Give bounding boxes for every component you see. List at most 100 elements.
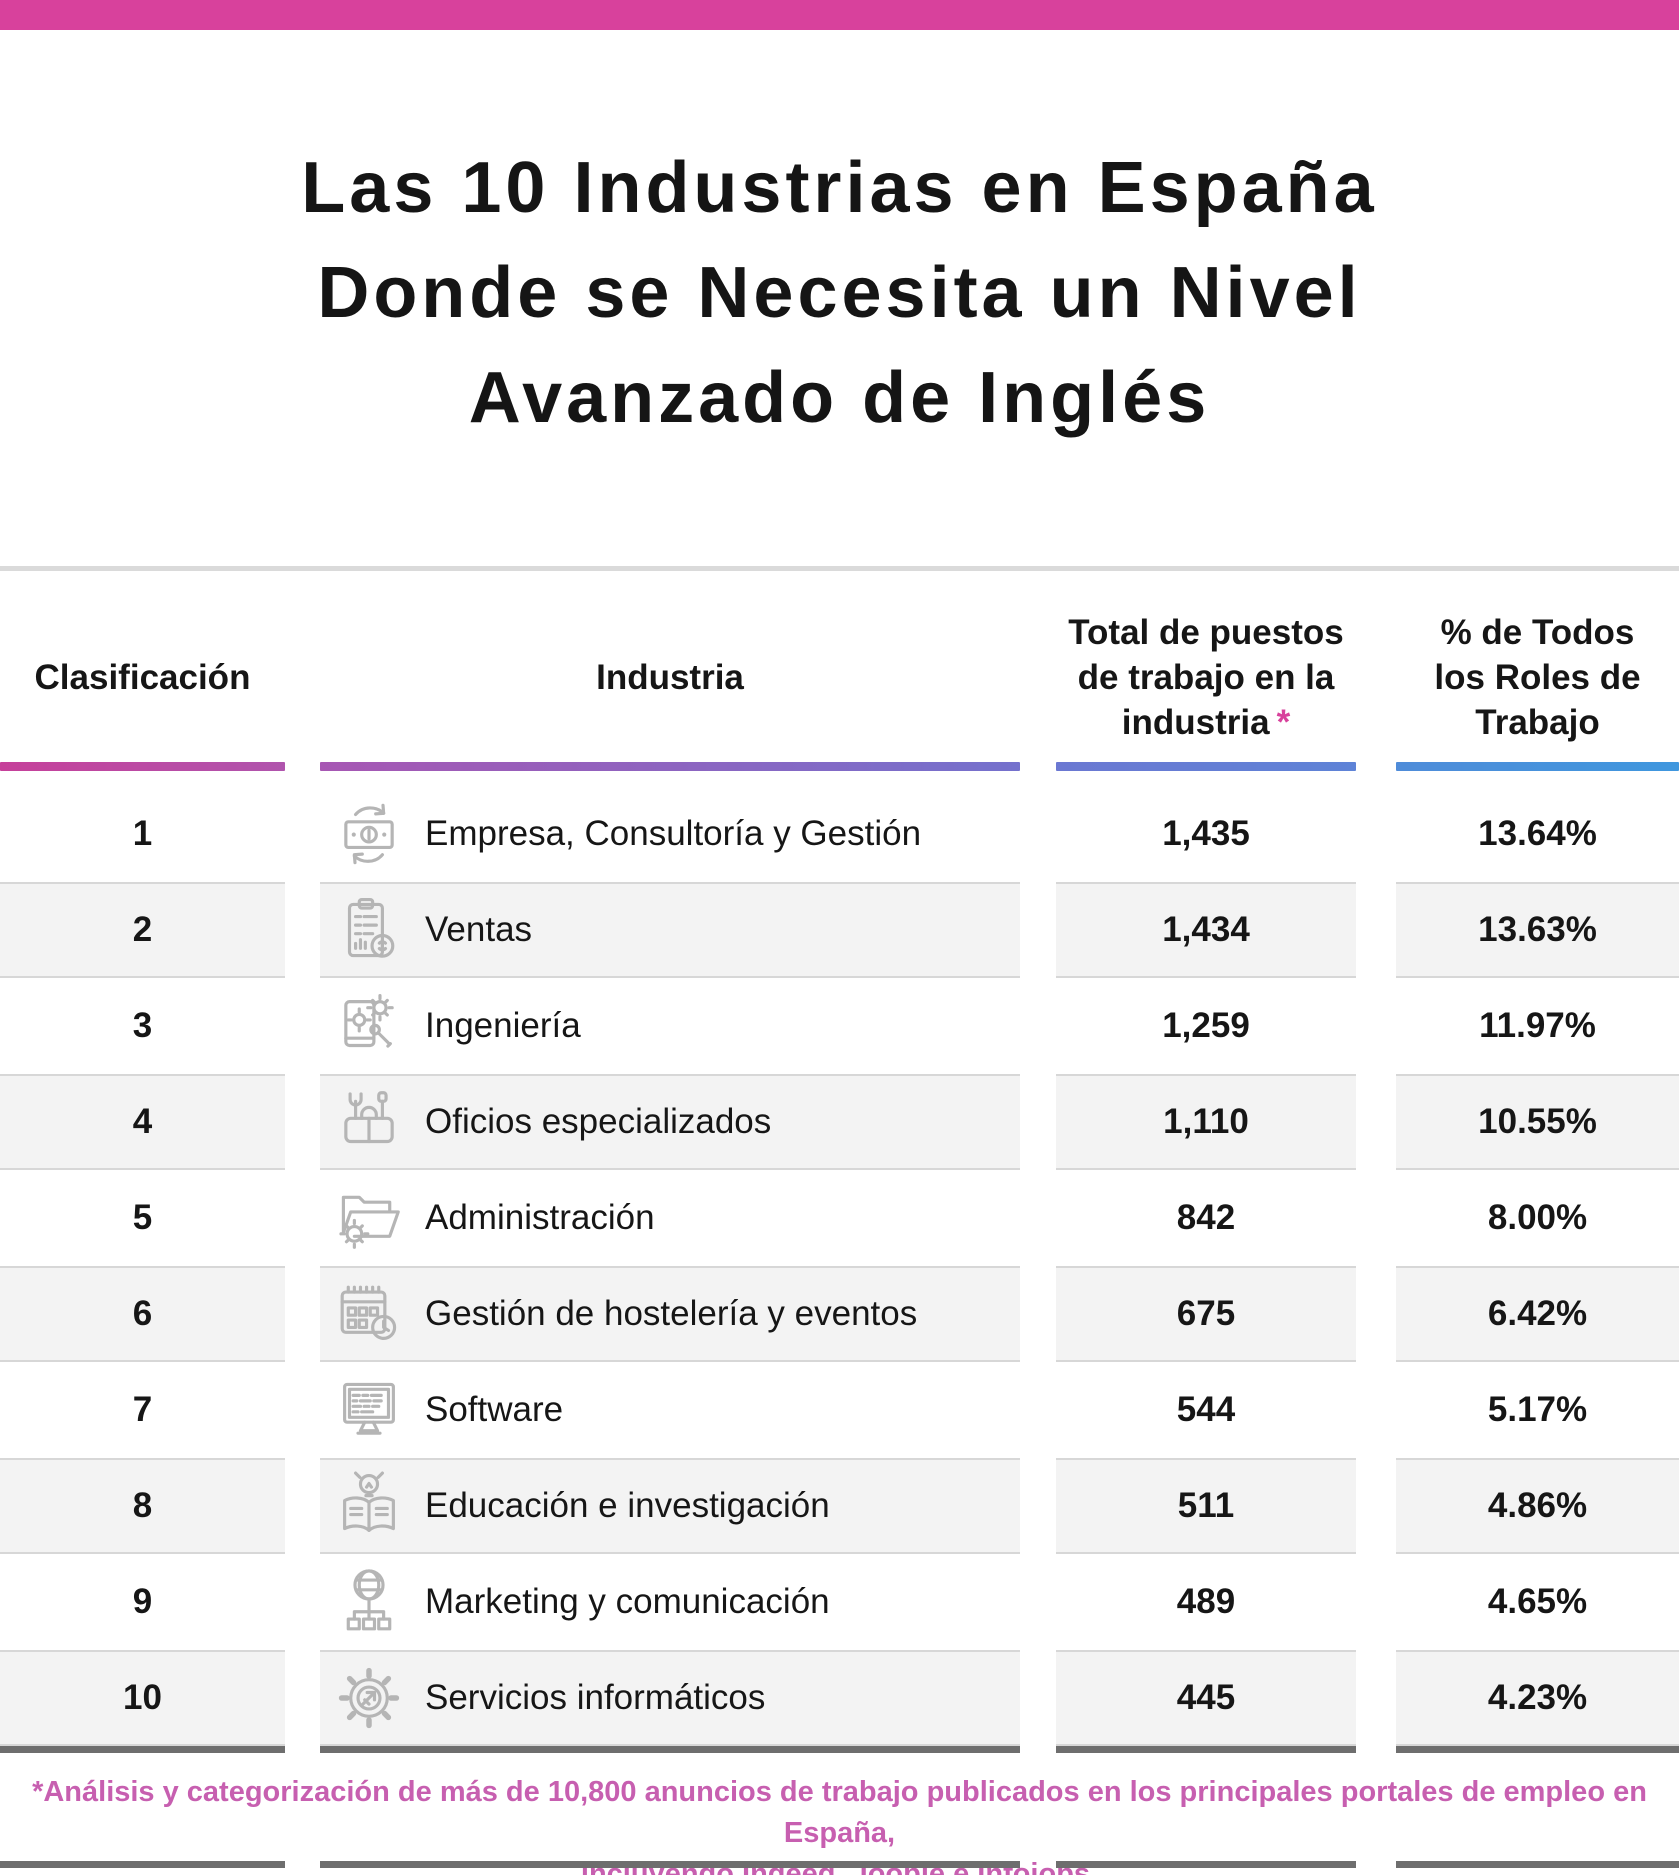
industry-cell: Administración	[320, 1170, 1020, 1266]
total-cell: 842	[1056, 1170, 1356, 1266]
toolbox-icon	[344, 1091, 394, 1144]
percent-cell: 4.86%	[1396, 1458, 1679, 1554]
book-lightbulb-icon	[330, 1467, 408, 1545]
percent-cell: 4.23%	[1396, 1650, 1679, 1746]
percent-cell: 6.42%	[1396, 1266, 1679, 1362]
industry-label: Administración	[425, 1198, 655, 1237]
top-accent-bar	[0, 0, 1679, 30]
calendar-clock-icon	[330, 1275, 408, 1353]
total-cell: 1,110	[1056, 1074, 1356, 1170]
table-row: 5 Administración 842 8.00%	[0, 1170, 1679, 1266]
table-row: 3 Ingeniería 1,259 11.97%	[0, 978, 1679, 1074]
monitor-code-icon	[330, 1371, 408, 1449]
table-bottom-rule	[0, 1746, 1679, 1753]
percent-cell: 4.65%	[1396, 1554, 1679, 1650]
page-bottom-rule-segment	[320, 1861, 1020, 1868]
total-cell: 544	[1056, 1362, 1356, 1458]
header-underline-industry	[320, 762, 1020, 771]
page-bottom-rule-segment	[0, 1861, 285, 1868]
rank-cell: 8	[0, 1458, 285, 1554]
industry-cell: Marketing y comunicación	[320, 1554, 1020, 1650]
industry-label: Gestión de hostelería y eventos	[425, 1294, 918, 1333]
column-header-total-text: Total de puestos de trabajo en la indust…	[1068, 612, 1344, 742]
page-title: Las 10 Industrias en España Donde se Nec…	[301, 148, 1378, 438]
industry-cell: Oficios especializados	[320, 1074, 1020, 1170]
total-cell: 445	[1056, 1650, 1356, 1746]
header-underline-rank	[0, 762, 285, 771]
table-row: 9 Marketing y comunicación 489 4.65%	[0, 1554, 1679, 1650]
industry-cell: Ingeniería	[320, 978, 1020, 1074]
ranking-table: Clasificación Industria Total de puestos…	[0, 592, 1679, 1753]
book-lightbulb-icon	[343, 1471, 395, 1532]
footnote: *Análisis y categorización de más de 10,…	[32, 1776, 1647, 1875]
column-header-industry: Industria	[596, 657, 744, 697]
table-bottom-rule-segment	[1056, 1746, 1356, 1753]
rank-cell: 1	[0, 786, 285, 882]
percent-cell: 5.17%	[1396, 1362, 1679, 1458]
rank-cell: 4	[0, 1074, 285, 1170]
percent-cell: 10.55%	[1396, 1074, 1679, 1170]
rank-cell: 5	[0, 1170, 285, 1266]
header-top-rule	[0, 566, 1679, 571]
industry-cell: Empresa, Consultoría y Gestión	[320, 786, 1020, 882]
folder-gear-icon	[330, 1179, 408, 1257]
total-cell: 511	[1056, 1458, 1356, 1554]
total-cell: 489	[1056, 1554, 1356, 1650]
sales-invoice-icon	[347, 897, 395, 958]
industry-label: Oficios especializados	[425, 1102, 772, 1141]
globe-network-icon	[330, 1563, 408, 1641]
industry-cell: Ventas	[320, 882, 1020, 978]
calendar-clock-icon	[340, 1285, 397, 1340]
header-underline-total	[1056, 762, 1356, 771]
table-bottom-rule-segment	[1396, 1746, 1679, 1753]
industry-cell: Gestión de hostelería y eventos	[320, 1266, 1020, 1362]
table-row: 4 Oficios especializados 1,110 10.55%	[0, 1074, 1679, 1170]
rank-cell: 3	[0, 978, 285, 1074]
page-bottom-rule	[0, 1861, 1679, 1868]
engineering-icon	[330, 987, 408, 1065]
column-header-percent: % de Todos los Roles de Trabajo	[1434, 612, 1641, 742]
rank-cell: 10	[0, 1650, 285, 1746]
column-header-rank: Clasificación	[34, 657, 251, 697]
industry-label: Servicios informáticos	[425, 1678, 766, 1717]
table-row: 10 Servicios informáticos 445 4.23%	[0, 1650, 1679, 1746]
total-cell: 1,435	[1056, 786, 1356, 882]
gear-chart-icon	[330, 1659, 408, 1737]
industry-label: Educación e investigación	[425, 1486, 830, 1525]
money-exchange-icon	[330, 795, 408, 873]
industry-cell: Educación e investigación	[320, 1458, 1020, 1554]
rank-cell: 9	[0, 1554, 285, 1650]
header-underline-row	[0, 762, 1679, 771]
industry-label: Software	[425, 1390, 564, 1429]
page-bottom-rule-segment	[1056, 1861, 1356, 1868]
table-row: 8 Educación e investigación 511 4.86%	[0, 1458, 1679, 1554]
table-row: 2 Ventas 1,434 13.63%	[0, 882, 1679, 978]
total-cell: 1,434	[1056, 882, 1356, 978]
industry-label: Ingeniería	[425, 1006, 581, 1045]
folder-gear-icon	[339, 1195, 400, 1249]
industry-label: Marketing y comunicación	[425, 1582, 830, 1621]
percent-cell: 11.97%	[1396, 978, 1679, 1074]
globe-network-icon	[346, 1569, 392, 1631]
rank-cell: 6	[0, 1266, 285, 1362]
industry-label: Empresa, Consultoría y Gestión	[425, 814, 922, 853]
percent-cell: 8.00%	[1396, 1170, 1679, 1266]
table-bottom-rule-segment	[0, 1746, 285, 1753]
table-body: 1 Empresa, Consultoría y Gestión 1,435 1…	[0, 786, 1679, 1746]
table-row: 6 Gestión de hostelería y eventos 675 6.…	[0, 1266, 1679, 1362]
table-bottom-rule-segment	[320, 1746, 1020, 1753]
industry-cell: Software	[320, 1362, 1020, 1458]
engineering-icon	[344, 993, 394, 1048]
industry-cell: Servicios informáticos	[320, 1650, 1020, 1746]
rank-cell: 7	[0, 1362, 285, 1458]
sales-invoice-icon	[330, 891, 408, 969]
header-underline-percent	[1396, 762, 1679, 771]
table-row: 7 Software 544 5.17%	[0, 1362, 1679, 1458]
percent-cell: 13.63%	[1396, 882, 1679, 978]
industry-label: Ventas	[425, 910, 533, 949]
gear-chart-icon	[338, 1667, 400, 1729]
toolbox-icon	[330, 1083, 408, 1161]
column-header-total: Total de puestos de trabajo en la indust…	[1056, 592, 1356, 762]
total-cell: 675	[1056, 1266, 1356, 1362]
